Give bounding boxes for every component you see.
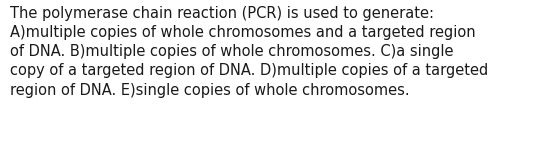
Text: The polymerase chain reaction (PCR) is used to generate:
A)multiple copies of wh: The polymerase chain reaction (PCR) is u… bbox=[10, 6, 488, 98]
